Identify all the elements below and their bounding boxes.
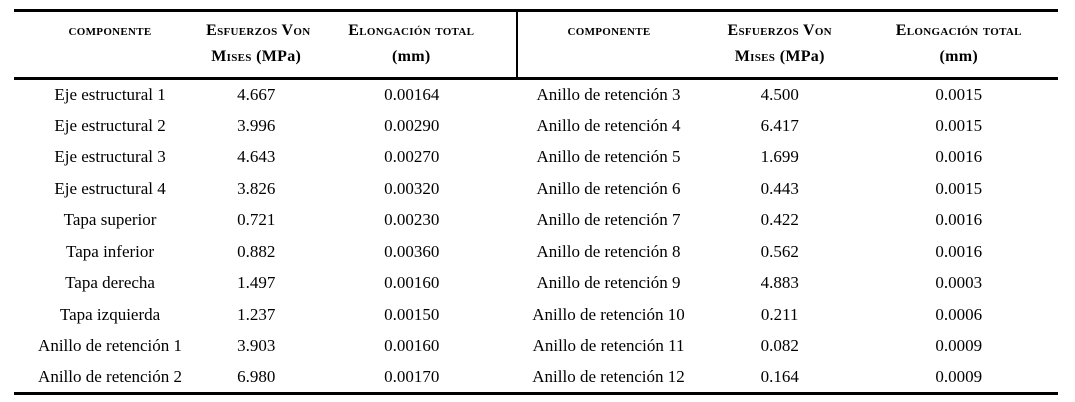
component-cell: Eje estructural 2: [54, 115, 166, 135]
von-mises-cell: 1.237: [237, 304, 276, 324]
von-mises-cell: 0.211: [760, 304, 799, 324]
von-mises-cell: 4.500: [760, 85, 799, 104]
header-unit: (mm): [939, 48, 979, 65]
elongation-cell: 0.00290: [384, 115, 440, 135]
header-unit: (mm): [391, 48, 431, 65]
elongation-cell: 0.00170: [384, 367, 440, 386]
elongation-cell: 0.00320: [384, 178, 440, 198]
von-mises-cell: 6.417: [760, 115, 799, 135]
table-row: Eje estructural 3 4.643 0.00270 Anillo de r…: [14, 142, 1058, 174]
component-cell: Tapa derecha: [65, 273, 155, 293]
von-mises-cell: 0.721: [237, 210, 276, 230]
header-row: componente Esfuerzos Von Mises (MPa) Elon…: [14, 10, 1058, 80]
header-label: Mises: [734, 48, 776, 65]
table-row: Tapa izquierda 1.237 0.00150 Anillo de rete…: [14, 299, 1058, 331]
table-row: Eje estructural 2 3.996 0.00290 Anillo de r…: [14, 110, 1058, 142]
header-label: Esfuerzos Von: [727, 22, 832, 39]
column-header-von-mises-left: Esfuerzos Von Mises (MPa): [206, 10, 310, 80]
header-label: Esfuerzos Von: [206, 22, 311, 39]
von-mises-cell: 6.980: [237, 367, 276, 386]
elongation-cell: 0.00164: [384, 85, 440, 104]
elongation-cell: 0.00160: [384, 273, 440, 293]
elongation-cell: 0.0015: [935, 178, 983, 198]
table-row: Tapa inferior 0.882 0.00360 Anillo de reten…: [14, 236, 1058, 268]
table-row: Eje estructural 4 3.826 0.00320 Anillo de r…: [14, 173, 1058, 205]
header-label: Elongación total: [895, 22, 1022, 39]
component-cell: Tapa izquierda: [59, 304, 161, 324]
table-row: Anillo de retención 2 6.980 0.00170 Anillo …: [14, 362, 1058, 394]
table-row: Eje estructural 1 4.667 0.00164 Anillo de r…: [14, 79, 1058, 111]
column-header-componente-left: componente: [14, 10, 207, 80]
von-mises-cell: 1.497: [237, 273, 276, 293]
header-unit: (MPa): [779, 48, 825, 65]
component-cell: Eje estructural 1: [54, 85, 166, 104]
component-cell: Anillo de retención 7: [536, 210, 681, 230]
von-mises-cell: 0.882: [237, 241, 276, 261]
component-cell: Anillo de retención 3: [536, 85, 681, 104]
component-cell: Eje estructural 3: [54, 147, 166, 167]
elongation-cell: 0.00150: [384, 304, 440, 324]
von-mises-cell: 4.643: [237, 147, 276, 167]
component-cell: Anillo de retención 12: [532, 367, 685, 386]
component-cell: Tapa superior: [63, 210, 157, 230]
elongation-cell: 0.00360: [384, 241, 440, 261]
elongation-cell: 0.0003: [935, 273, 983, 293]
header-label: Mises: [211, 48, 252, 65]
header-unit: (MPa): [256, 48, 302, 65]
von-mises-cell: 4.883: [760, 273, 799, 293]
table-header: componente Esfuerzos Von Mises (MPa) Elon…: [14, 10, 1058, 80]
elongation-cell: 0.0016: [935, 210, 983, 230]
elongation-cell: 0.0009: [935, 336, 983, 356]
table-row: Tapa superior 0.721 0.00230 Anillo de reten…: [14, 205, 1058, 237]
component-cell: Anillo de retención 2: [38, 367, 183, 386]
header-label: componente: [567, 22, 651, 39]
table-row: Anillo de retención 1 3.903 0.00160 Anillo …: [14, 331, 1058, 363]
von-mises-cell: 4.667: [237, 85, 276, 104]
column-header-von-mises-right: Esfuerzos Von Mises (MPa): [699, 10, 860, 80]
von-mises-cell: 0.082: [760, 336, 799, 356]
column-header-componente-right: componente: [516, 10, 700, 80]
elongation-cell: 0.00230: [384, 210, 440, 230]
elongation-cell: 0.0016: [935, 241, 983, 261]
von-mises-cell: 3.826: [237, 178, 276, 198]
elongation-cell: 0.0016: [935, 147, 983, 167]
elongation-cell: 0.0009: [935, 367, 983, 386]
von-mises-cell: 1.699: [760, 147, 799, 167]
von-mises-cell: 3.903: [237, 336, 276, 356]
von-mises-cell: 3.996: [237, 115, 276, 135]
elongation-cell: 0.0015: [935, 115, 983, 135]
header-label: Elongación total: [348, 22, 475, 39]
component-cell: Anillo de retención 4: [536, 115, 681, 135]
component-cell: Anillo de retención 6: [536, 178, 681, 198]
elongation-cell: 0.00160: [384, 336, 440, 356]
elongation-cell: 0.0015: [935, 85, 983, 104]
component-cell: Anillo de retención 8: [536, 241, 681, 261]
component-cell: Anillo de retención 11: [532, 336, 685, 356]
component-cell: Anillo de retención 1: [38, 336, 183, 356]
component-cell: Anillo de retención 10: [532, 304, 685, 324]
von-mises-cell: 0.422: [760, 210, 799, 230]
elongation-cell: 0.00270: [384, 147, 440, 167]
component-cell: Anillo de retención 5: [536, 147, 681, 167]
results-table: componente Esfuerzos Von Mises (MPa) Elon…: [14, 9, 1058, 395]
table-body: Eje estructural 1 4.667 0.00164 Anillo de r…: [14, 79, 1058, 394]
von-mises-cell: 0.164: [760, 367, 799, 386]
von-mises-cell: 0.562: [760, 241, 799, 261]
component-cell: Eje estructural 4: [54, 178, 166, 198]
column-header-elongacion-right: Elongación total (mm): [859, 10, 1058, 80]
component-cell: Anillo de retención 9: [536, 273, 681, 293]
header-label: componente: [68, 22, 152, 39]
column-header-elongacion-left: Elongación total (mm): [306, 10, 518, 80]
elongation-cell: 0.0006: [935, 304, 983, 324]
table-row: Tapa derecha 1.497 0.00160 Anillo de retenc…: [14, 268, 1058, 300]
component-cell: Tapa inferior: [66, 241, 155, 261]
von-mises-cell: 0.443: [760, 178, 799, 198]
